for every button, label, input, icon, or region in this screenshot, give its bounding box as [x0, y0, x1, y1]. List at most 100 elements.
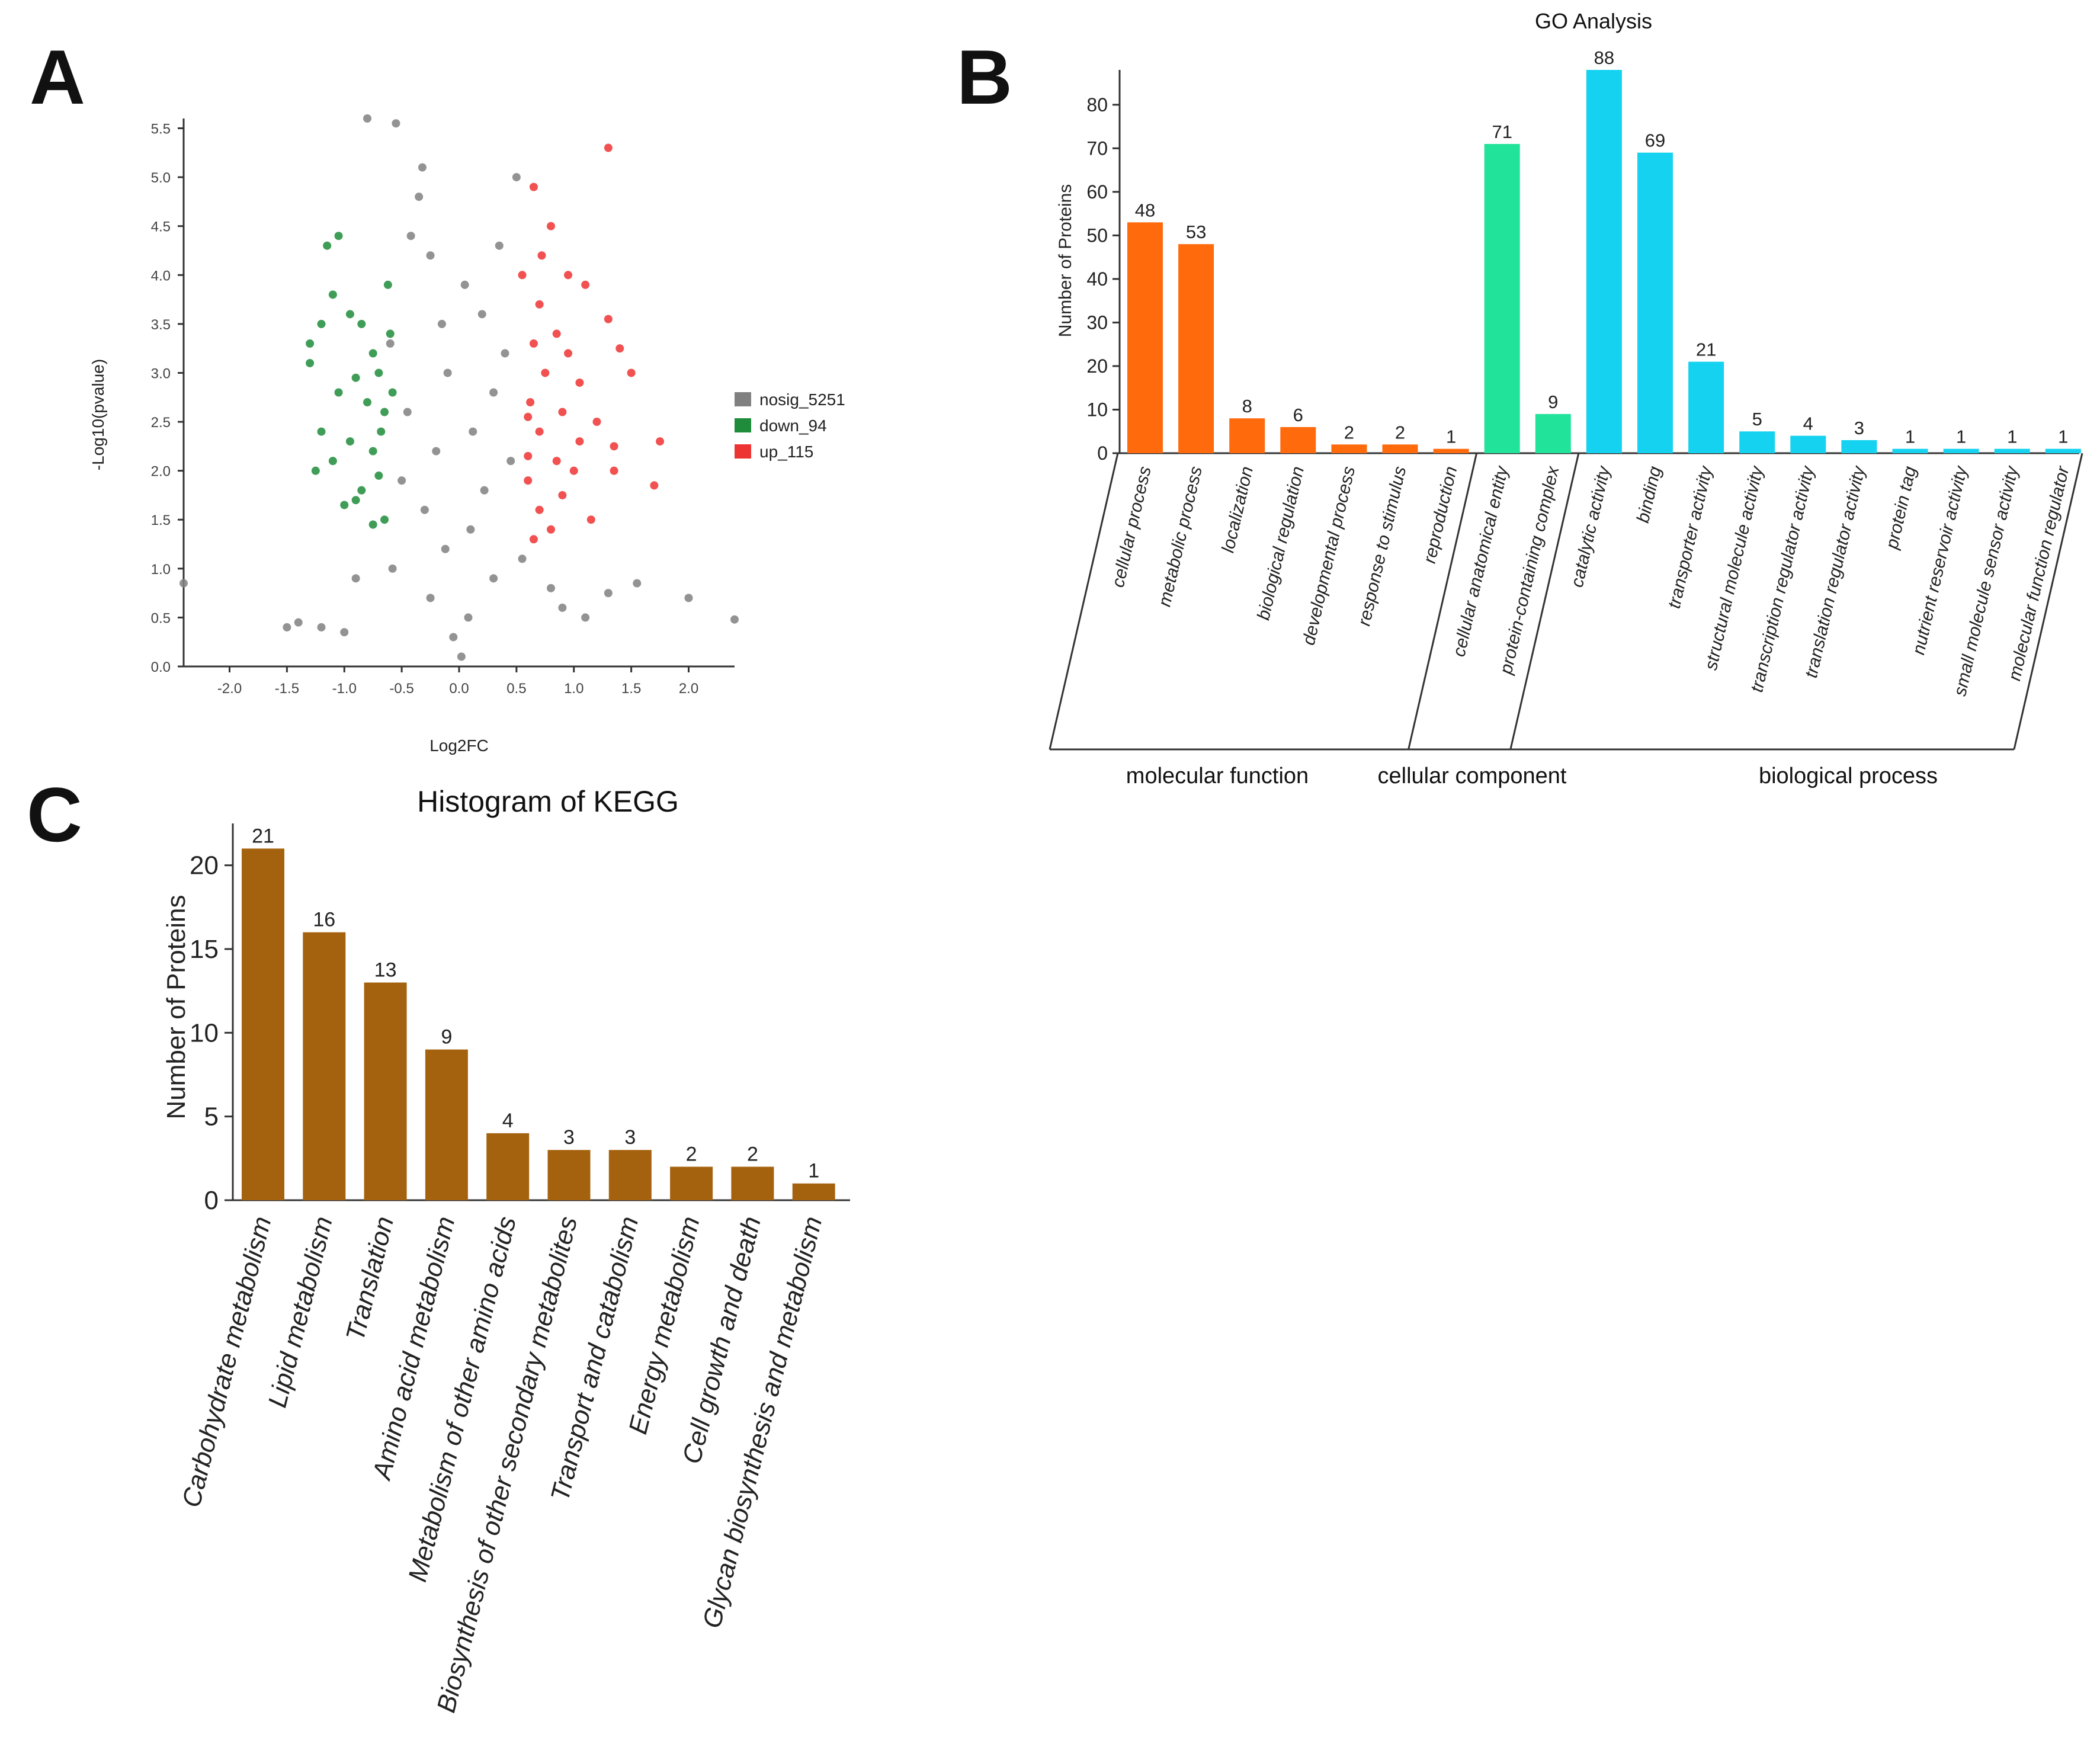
volcano-point: [558, 491, 567, 499]
volcano-point: [569, 466, 578, 475]
go-bar-value: 8: [1242, 396, 1252, 416]
volcano-x-tick-label: 2.0: [679, 681, 698, 697]
volcano-point: [480, 486, 489, 495]
volcano-point: [586, 515, 595, 524]
kegg-bar: [608, 1150, 652, 1200]
go-bar-value: 71: [1492, 121, 1512, 142]
volcano-point: [684, 594, 693, 602]
kegg-y-tick-label: 10: [190, 1018, 219, 1047]
volcano-y-tick-label: 1.0: [151, 562, 171, 578]
go-bar: [1382, 444, 1418, 453]
volcano-point: [340, 628, 349, 637]
volcano-point: [535, 300, 544, 309]
kegg-bar-value: 1: [808, 1160, 819, 1182]
volcano-point: [345, 437, 354, 446]
kegg-bar: [731, 1166, 774, 1200]
volcano-point: [604, 589, 613, 598]
volcano-y-tick-label: 3.0: [151, 366, 171, 382]
volcano-y-tick-label: 4.0: [151, 268, 171, 284]
go-bar: [1943, 448, 1979, 453]
volcano-point: [604, 143, 613, 152]
volcano-point: [464, 613, 473, 622]
go-group-label: cellular component: [1378, 764, 1567, 788]
kegg-bar: [792, 1183, 835, 1200]
go-bar-value: 1: [2007, 427, 2017, 447]
volcano-point: [317, 319, 326, 328]
volcano-point: [334, 232, 343, 241]
go-bar-value: 2: [1395, 422, 1405, 443]
volcano-point: [535, 427, 544, 436]
go-bar-value: 69: [1645, 130, 1665, 151]
go-bar-value: 4: [1803, 413, 1813, 434]
volcano-point: [489, 388, 498, 397]
volcano-point: [610, 442, 618, 451]
volcano-point: [403, 408, 412, 416]
volcano-point: [558, 408, 567, 416]
volcano-point: [529, 182, 538, 191]
go-bar: [1127, 222, 1163, 453]
legend-label-up: up_115: [759, 443, 813, 461]
volcano-point: [656, 437, 665, 446]
kegg-bar-value: 16: [313, 909, 335, 931]
kegg-bar-value: 13: [374, 959, 397, 982]
kegg-bar: [670, 1166, 713, 1200]
volcano-point: [351, 574, 360, 583]
go-bar-value: 1: [2058, 427, 2068, 447]
kegg-bar: [547, 1150, 591, 1200]
volcano-point: [489, 574, 498, 583]
kegg-bar: [303, 932, 346, 1200]
volcano-y-ticks: 0.0 0.5 1.0 1.5 2.0 2.5 3.0 3.5 4.0 4.5 5.0 5.5: [151, 121, 184, 675]
volcano-point: [374, 368, 383, 377]
volcano-point: [535, 505, 544, 514]
kegg-bar-value: 4: [502, 1110, 514, 1132]
volcano-point: [317, 427, 326, 436]
volcano-point: [420, 505, 429, 514]
legend-swatch-down: [735, 418, 751, 432]
kegg-bar-value: 3: [563, 1126, 575, 1149]
volcano-point: [357, 319, 366, 328]
panel-c-letter: C: [27, 771, 82, 858]
volcano-point: [552, 329, 561, 338]
volcano-point: [306, 339, 315, 348]
kegg-bar-value: 2: [747, 1143, 758, 1165]
volcano-point: [351, 373, 360, 382]
volcano-point: [581, 280, 590, 289]
volcano-point: [518, 554, 527, 563]
volcano-point: [524, 412, 533, 421]
volcano-x-tick-label: 1.0: [564, 681, 583, 697]
volcano-point: [368, 447, 377, 456]
go-bar-value: 48: [1135, 200, 1155, 220]
go-bar: [1535, 413, 1571, 453]
kegg-y-tick-label: 20: [190, 851, 219, 880]
go-bar-value: 9: [1548, 392, 1558, 412]
kegg-bar: [486, 1133, 530, 1200]
go-bar-value: 5: [1752, 409, 1762, 429]
volcano-point: [368, 349, 377, 358]
go-bar-value: 21: [1696, 339, 1716, 360]
kegg-y-tick-label: 0: [204, 1186, 219, 1215]
volcano-point: [564, 271, 573, 280]
volcano-point: [334, 388, 343, 397]
go-bar: [1178, 244, 1214, 453]
kegg-bar: [242, 848, 284, 1200]
go-y-tick-label: 50: [1086, 225, 1108, 246]
go-bar: [1637, 152, 1673, 453]
volcano-point: [547, 525, 555, 534]
volcano-y-tick-label: 2.0: [151, 464, 171, 480]
go-group-label: molecular function: [1126, 764, 1309, 788]
volcano-plot-panel: A -2.0 -1.5 -1.0 -0.5 0.0 0.5 1.0 1.5 2.0 0.0 0.5…: [30, 34, 845, 755]
volcano-y-axis-label: -Log10(pvalue): [89, 359, 107, 470]
volcano-point: [730, 615, 739, 624]
volcano-x-tick-label: -1.0: [332, 681, 357, 697]
volcano-point: [179, 579, 188, 588]
volcano-point: [541, 368, 550, 377]
panel-a-letter: A: [30, 34, 85, 120]
go-y-ticks: 0 10 20 30 40 50 60 70 80: [1086, 94, 1120, 464]
volcano-point: [328, 457, 337, 466]
volcano-x-tick-label: 0.0: [449, 681, 469, 697]
go-y-tick-label: 60: [1086, 181, 1108, 203]
go-bar: [1433, 448, 1469, 453]
kegg-y-tick-label: 15: [190, 935, 219, 964]
